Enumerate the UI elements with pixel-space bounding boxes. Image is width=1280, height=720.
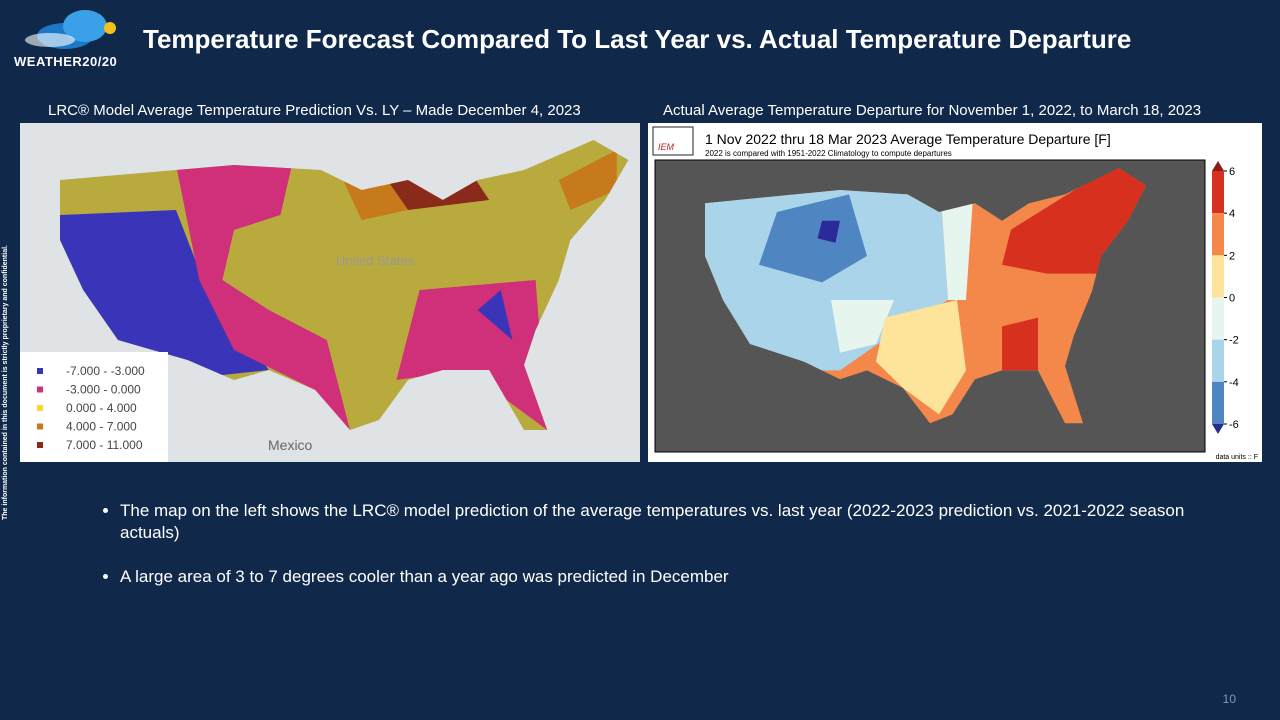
colorbar-arrow xyxy=(1212,424,1224,434)
left-caption: LRC® Model Average Temperature Predictio… xyxy=(48,102,581,119)
colorbar-tick-label: 2 xyxy=(1229,250,1235,262)
logo-text: WEATHER20/20 xyxy=(14,54,118,69)
colorbar-segment xyxy=(1212,339,1224,382)
colorbar-segment xyxy=(1212,297,1224,340)
bullet: A large area of 3 to 7 degrees cooler th… xyxy=(120,566,1220,588)
legend-swatch xyxy=(37,386,43,393)
colorbar-tick-label: -4 xyxy=(1229,377,1239,389)
legend-label: 4.000 - 7.000 xyxy=(66,420,137,434)
colorbar-segment xyxy=(1212,255,1224,298)
map-label: United States xyxy=(336,253,415,268)
iem-logo-box xyxy=(652,126,694,156)
legend-swatch xyxy=(37,423,43,430)
colorbar-segment xyxy=(1212,213,1224,256)
legend-label: 0.000 - 4.000 xyxy=(66,401,137,415)
bullet: The map on the left shows the LRC® model… xyxy=(120,500,1220,544)
colorbar-tick-label: 6 xyxy=(1229,166,1235,178)
bullet-list: The map on the left shows the LRC® model… xyxy=(90,500,1220,610)
map-subtitle: 2022 is compared with 1951-2022 Climatol… xyxy=(705,149,952,158)
legend-swatch xyxy=(37,368,43,374)
legend-swatch xyxy=(37,405,43,411)
page-number: 10 xyxy=(1222,692,1236,706)
legend-label: -3.000 - 0.000 xyxy=(66,383,141,397)
right-map xyxy=(705,168,1146,424)
colorbar-segment xyxy=(1212,171,1224,214)
colorbar-segment xyxy=(1212,381,1224,424)
map-label: Mexico xyxy=(268,437,313,453)
legend-label: -7.000 - -3.000 xyxy=(66,364,145,378)
colorbar-arrow xyxy=(1212,161,1224,171)
iem-logo: IEM xyxy=(658,142,675,152)
legend-swatch xyxy=(37,442,43,448)
units: data units :: F xyxy=(1216,454,1258,461)
legend-label: 7.000 - 11.000 xyxy=(66,438,143,452)
right-caption: Actual Average Temperature Departure for… xyxy=(663,102,1202,119)
colorbar-tick-label: -6 xyxy=(1229,419,1239,431)
slide-title: Temperature Forecast Compared To Last Ye… xyxy=(143,24,1132,54)
map-title: 1 Nov 2022 thru 18 Mar 2023 Average Temp… xyxy=(705,131,1111,147)
colorbar-tick-label: -2 xyxy=(1229,335,1239,347)
logo-icon xyxy=(25,10,116,49)
colorbar-tick-label: 0 xyxy=(1229,293,1235,305)
legend-box xyxy=(20,352,168,462)
colorbar-tick-label: 4 xyxy=(1229,208,1235,220)
